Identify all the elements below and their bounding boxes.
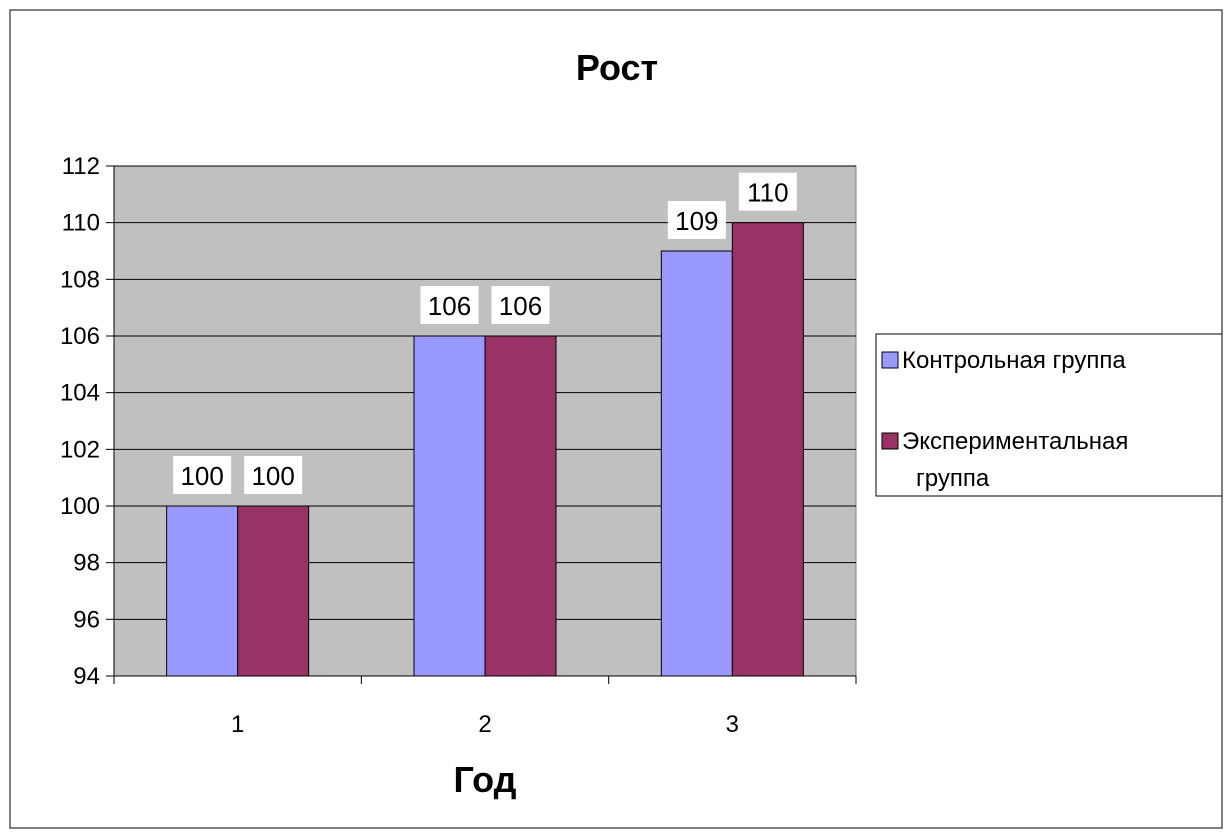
legend-box [875,333,1223,497]
y-tick-label-98: 98 [73,550,100,577]
legend-swatch-experimental [881,432,899,450]
legend: Контрольная группа Экспериментальная гру… [875,333,1223,497]
bar-series1-cat1 [237,505,310,677]
y-tick-label-102: 102 [60,436,100,463]
y-tick-label-112: 112 [62,153,100,180]
data-label-bg-series1-cat3 [738,172,797,211]
y-tick-label-100: 100 [60,493,100,520]
data-label-series0-cat2: 106 [428,291,471,321]
legend-label-control: Контрольная группа [902,347,1126,374]
y-axis-ticks: 94 96 98 100 102 104 106 108 110 112 [60,153,114,690]
bar-series1-cat2 [484,335,557,677]
bar-series0-cat2 [413,335,486,677]
x-axis-label: Год [454,759,517,800]
bar-series0-cat3 [660,250,733,677]
data-label-series0-cat3: 109 [675,206,718,236]
data-label-bg-series1-cat2 [491,286,550,324]
data-label-series1-cat3: 110 [747,178,788,208]
data-label-series1-cat2: 106 [499,291,542,321]
data-label-bg-series0-cat1 [173,456,232,494]
y-tick-label-108: 108 [60,266,100,293]
data-label-series0-cat1: 100 [180,461,223,491]
data-label-bg-series0-cat2 [420,286,479,324]
bar-series1-cat3 [731,222,804,677]
x-tick-label-3: 3 [726,711,739,738]
data-label-bg-series0-cat3 [667,201,726,239]
legend-swatch-control [881,351,899,369]
y-tick-label-106: 106 [60,323,100,350]
x-tick-label-1: 1 [231,711,244,738]
legend-label-experimental-line1: Экспериментальная [902,428,1128,455]
x-tick-label-2: 2 [478,711,491,738]
y-tick-label-110: 110 [62,210,100,237]
y-tick-label-104: 104 [60,380,100,407]
data-label-bg-series1-cat1 [244,456,303,494]
y-tick-label-96: 96 [73,606,100,633]
legend-label-experimental: Экспериментальная группа [902,428,1135,492]
bars [166,222,804,677]
chart-title: Рост [576,47,658,88]
data-labels: 100 100 106 106 109 110 [173,172,797,494]
data-label-series1-cat1: 100 [251,461,294,491]
legend-label-experimental-line2: группа [916,465,990,492]
x-axis-ticks: 1 2 3 [113,676,857,738]
y-tick-label-94: 94 [73,663,100,690]
bar-series0-cat1 [166,505,239,677]
